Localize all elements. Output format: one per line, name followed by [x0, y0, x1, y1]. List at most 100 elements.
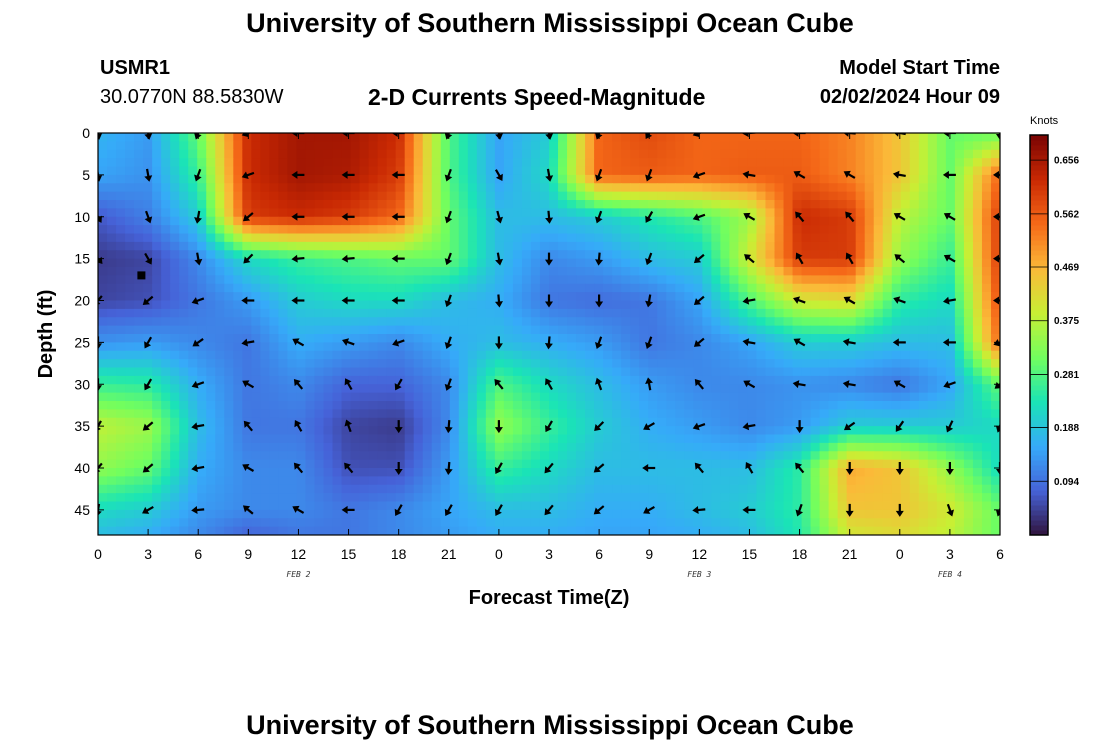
heatmap-cell — [549, 342, 559, 352]
heatmap-cell — [359, 451, 370, 461]
heatmap-cell — [792, 308, 803, 318]
heatmap-cell — [900, 359, 911, 369]
heatmap-cell — [711, 233, 721, 243]
heatmap-cell — [837, 292, 848, 302]
heatmap-cell — [846, 350, 857, 360]
heatmap-cell — [422, 459, 433, 469]
heatmap-cell — [891, 283, 902, 293]
heatmap-cell — [792, 367, 803, 377]
heatmap-cell — [783, 191, 794, 201]
heatmap-cell — [314, 451, 325, 461]
heatmap-cell — [98, 417, 108, 427]
heatmap-cell — [846, 174, 857, 184]
heatmap-cells — [98, 133, 1000, 535]
heatmap-cell — [107, 350, 117, 360]
heatmap-cell — [278, 509, 289, 519]
station-coordinates: 30.0770N 88.5830W — [100, 86, 284, 108]
heatmap-cell — [900, 442, 911, 452]
heatmap-cell — [359, 174, 370, 184]
heatmap-cell — [693, 484, 703, 494]
heatmap-cell — [639, 225, 649, 235]
heatmap-cell — [909, 158, 920, 168]
heatmap-cell — [170, 401, 180, 410]
heatmap-cell — [476, 325, 487, 335]
heatmap-cell — [684, 300, 694, 310]
heatmap-cell — [810, 283, 821, 293]
heatmap-cell — [260, 350, 270, 360]
heatmap-cell — [179, 442, 189, 452]
heatmap-cell — [684, 459, 694, 469]
heatmap-cell — [594, 158, 604, 168]
heatmap-cell — [278, 367, 289, 377]
heatmap-cell — [747, 501, 758, 511]
heatmap-cell — [404, 409, 415, 419]
heatmap-cell — [368, 166, 379, 176]
heatmap-cell — [467, 401, 478, 410]
heatmap-cell — [729, 426, 740, 436]
heatmap-cell — [143, 375, 153, 385]
heatmap-cell — [359, 233, 370, 243]
heatmap-cell — [188, 158, 198, 168]
heatmap-cell — [503, 208, 514, 218]
heatmap-cell — [792, 342, 803, 352]
heatmap-cell — [549, 133, 559, 142]
heatmap-cell — [188, 401, 198, 410]
heatmap-cell — [359, 149, 370, 159]
heatmap-cell — [260, 250, 270, 260]
heatmap-cell — [882, 241, 893, 251]
heatmap-cell — [413, 334, 424, 343]
heatmap-cell — [116, 258, 126, 268]
heatmap-cell — [990, 459, 1000, 469]
heatmap-cell — [918, 133, 929, 142]
heatmap-cell — [206, 409, 216, 419]
heatmap-cell — [467, 200, 478, 209]
heatmap-cell — [747, 317, 758, 327]
heatmap-cell — [215, 409, 225, 419]
heatmap-cell — [323, 434, 334, 444]
heatmap-cell — [422, 308, 433, 318]
heatmap-cell — [494, 325, 505, 335]
heatmap-cell — [882, 191, 893, 201]
heatmap-cell — [269, 375, 279, 385]
heatmap-cell — [422, 183, 433, 193]
heatmap-cell — [945, 216, 956, 226]
heatmap-cell — [675, 350, 685, 360]
heatmap-cell — [963, 350, 974, 360]
heatmap-cell — [684, 518, 694, 528]
heatmap-cell — [792, 225, 803, 235]
heatmap-cell — [819, 409, 830, 419]
heatmap-cell — [413, 267, 424, 276]
heatmap-cell — [539, 183, 550, 193]
heatmap-cell — [206, 191, 216, 201]
heatmap-cell — [350, 518, 361, 528]
heatmap-cell — [323, 526, 334, 535]
heatmap-cell — [828, 384, 839, 394]
heatmap-cell — [648, 241, 658, 251]
heatmap-cell — [990, 342, 1000, 352]
heatmap-cell — [233, 426, 243, 436]
heatmap-cell — [494, 518, 505, 528]
heatmap-cell — [936, 283, 947, 293]
heatmap-cell — [630, 334, 640, 343]
heatmap-cell — [684, 158, 694, 168]
heatmap-cell — [539, 317, 550, 327]
heatmap-cell — [558, 208, 568, 218]
heatmap-cell — [981, 158, 992, 168]
heatmap-cell — [116, 241, 126, 251]
heatmap-cell — [846, 292, 857, 302]
heatmap-cell — [242, 359, 252, 369]
heatmap-cell — [521, 300, 532, 310]
heatmap-cell — [873, 258, 884, 268]
heatmap-cell — [873, 208, 884, 218]
heatmap-cell — [549, 241, 559, 251]
heatmap-cell — [485, 317, 496, 327]
heatmap-cell — [891, 468, 902, 477]
heatmap-cell — [296, 174, 307, 184]
heatmap-cell — [188, 518, 198, 528]
heatmap-cell — [945, 334, 956, 343]
heatmap-cell — [188, 367, 198, 377]
heatmap-cell — [278, 493, 289, 503]
heatmap-cell — [269, 426, 279, 436]
heatmap-cell — [413, 141, 424, 151]
heatmap-cell — [675, 308, 685, 318]
